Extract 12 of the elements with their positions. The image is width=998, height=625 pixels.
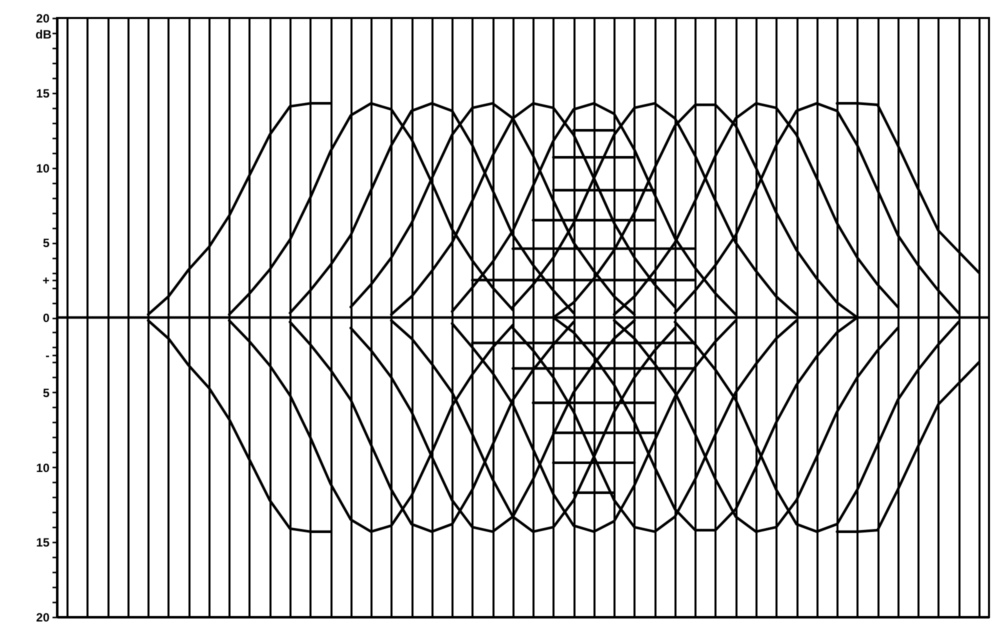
y-axis-title: dB [36,28,52,42]
y-tick-label: 5 [42,386,50,400]
y-tick-label: + [42,274,50,288]
y-tick-label: 15 [36,86,50,100]
y-tick-label: 5 [42,236,50,250]
y-tick-label: 20 [36,12,50,26]
y-tick-label: 0 [42,311,50,325]
y-tick-label: 15 [36,536,50,550]
y-tick-label: 10 [36,460,50,475]
y-tick-label: 20 [36,610,50,624]
y-tick-label: 10 [36,161,50,176]
y-tick-label: - [46,348,50,362]
